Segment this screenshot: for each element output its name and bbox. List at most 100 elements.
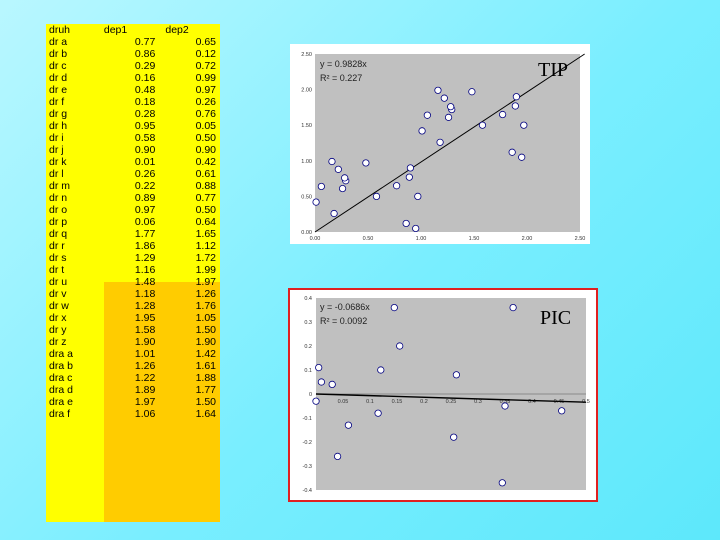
dep1-value: 0.95 (134, 120, 156, 132)
species-name: dr g (49, 108, 68, 120)
species-name: dr w (49, 300, 69, 312)
species-name: dr d (49, 72, 68, 84)
dep1-value: 1.97 (134, 396, 156, 408)
data-point (317, 378, 325, 386)
table-row: dr p 0.06 0.64 (46, 216, 220, 228)
x-tick-label: 0.50 (363, 236, 374, 242)
species-name: dr x (49, 312, 67, 324)
table-row: dra e 1.97 1.50 (46, 396, 220, 408)
table-row: dra b 1.26 1.61 (46, 360, 220, 372)
table-row: dr j 0.90 0.90 (46, 144, 220, 156)
dep2-value: 0.64 (195, 216, 216, 228)
x-tick-label: 0.3 (474, 399, 482, 405)
dep2-value: 1.76 (195, 300, 216, 312)
y-tick-label: 0.3 (304, 320, 312, 326)
chart-label: TIP (538, 59, 568, 81)
table-row: dr u 1.48 1.97 (46, 276, 220, 288)
r2-label: R² = 0.0092 (320, 316, 367, 326)
y-tick-label: 0 (309, 392, 312, 398)
table-row: dr c 0.29 0.72 (46, 60, 220, 72)
data-point (478, 121, 487, 129)
species-name: dra f (49, 408, 71, 420)
species-name: dr y (49, 324, 67, 336)
table-row: dr v 1.18 1.26 (46, 288, 220, 300)
data-point (508, 148, 516, 156)
dep1-value: 0.58 (134, 132, 156, 144)
y-tick-label: 0.50 (301, 194, 312, 200)
dep1-value: 1.90 (134, 336, 156, 348)
table-row: dr w 1.28 1.76 (46, 300, 220, 312)
dep2-value: 1.77 (195, 384, 216, 396)
data-point (372, 192, 381, 200)
dep2-value: 1.99 (195, 264, 216, 276)
table-row: dra a 1.01 1.42 (46, 348, 220, 360)
dep2-value: 1.26 (195, 288, 216, 300)
chart-label: PIC (540, 307, 571, 329)
data-point (440, 94, 448, 102)
table-row: dr y 1.58 1.50 (46, 324, 220, 336)
dep2-value: 1.50 (195, 396, 216, 408)
table-row: dr e 0.48 0.97 (46, 84, 220, 96)
dep1-value: 0.16 (134, 72, 156, 84)
y-tick-label: -0.1 (303, 416, 312, 422)
dep1-value: 0.89 (134, 192, 156, 204)
species-name: dra e (49, 396, 73, 408)
highlighted-block (104, 282, 220, 522)
data-point (334, 165, 342, 173)
species-name: dr m (49, 180, 70, 192)
species-name: dr z (49, 336, 67, 348)
data-point (501, 402, 509, 410)
data-point (518, 153, 526, 161)
dep2-value: 0.90 (195, 144, 216, 156)
dep2-value: 0.97 (195, 84, 216, 96)
table-row: dr t 1.16 1.99 (46, 264, 220, 276)
data-point (499, 110, 507, 119)
x-tick-label: 2.00 (522, 236, 533, 242)
species-name: dr c (49, 60, 67, 72)
r2-label: R² = 0.227 (320, 73, 362, 83)
species-name: dr o (49, 204, 68, 216)
trend-line (314, 53, 585, 233)
dep2-value: 1.97 (195, 276, 216, 288)
dep2-value: 1.61 (195, 360, 216, 372)
data-point (520, 121, 528, 129)
species-name: dr j (49, 144, 64, 156)
y-tick-label: 0.1 (304, 368, 312, 374)
data-point (436, 138, 444, 146)
data-point (312, 397, 320, 405)
data-point (328, 380, 336, 389)
data-point (374, 409, 382, 417)
table-row: dr m 0.22 0.88 (46, 180, 220, 192)
y-tick-label: 0.4 (304, 296, 312, 302)
dep2-value: 0.65 (195, 36, 216, 48)
data-point (405, 173, 413, 181)
dep1-value: 1.77 (134, 228, 156, 240)
dep2-value: 1.12 (195, 240, 216, 252)
dep2-value: 0.12 (195, 48, 216, 60)
x-tick-label: 0.4 (528, 399, 536, 405)
species-name: dr i (49, 132, 64, 144)
y-tick-label: -0.3 (303, 464, 312, 470)
y-tick-label: 1.50 (301, 123, 312, 129)
dep2-value: 0.99 (195, 72, 216, 84)
x-tick-label: 1.00 (416, 236, 427, 242)
species-name: dr t (49, 264, 65, 276)
table-row: dra d 1.89 1.77 (46, 384, 220, 396)
species-name: dr f (49, 96, 65, 108)
pic-chart-panel: 0.050.10.150.20.250.30.350.40.450.50.40.… (288, 288, 598, 502)
data-point (377, 366, 385, 374)
dep1-value: 1.29 (134, 252, 156, 264)
y-tick-label: 0.2 (304, 344, 312, 350)
species-name: dr k (49, 156, 67, 168)
data-point (328, 157, 336, 166)
dep1-value: 0.29 (134, 60, 156, 72)
dep2-value: 1.72 (195, 252, 216, 264)
x-tick-label: 0.15 (392, 399, 403, 405)
data-point (558, 407, 566, 415)
header-dep2: dep2 (165, 24, 189, 36)
data-point (412, 224, 420, 233)
dep1-value: 0.01 (134, 156, 156, 168)
dep2-value: 0.77 (195, 192, 216, 204)
x-tick-label: 2.50 (575, 236, 586, 242)
equation-label: y = 0.9828x (320, 59, 367, 69)
